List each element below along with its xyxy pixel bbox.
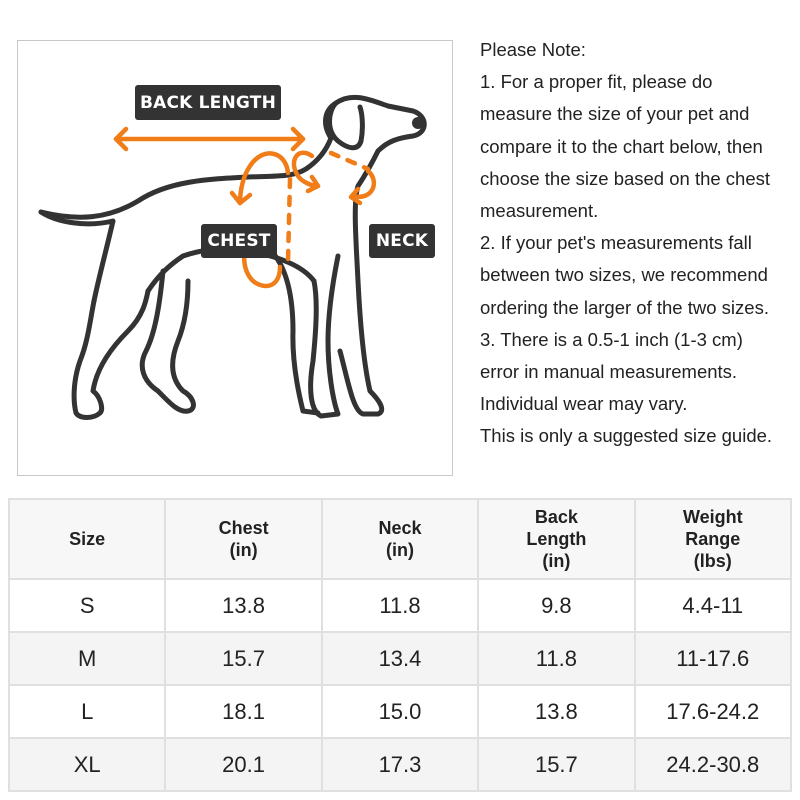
- cell-chest: 13.8: [164, 578, 323, 633]
- header-text: Back: [534, 507, 578, 527]
- cell-back-length: 9.8: [477, 578, 636, 633]
- header-weight-range: Weight Range (lbs): [633, 498, 793, 580]
- note-line: measure the size of your pet and: [480, 103, 750, 125]
- size-chart-table: Size Chest (in) Neck (in) Back Length (in) W…: [7, 498, 793, 792]
- note-line: choose the size based on the chest: [480, 167, 771, 189]
- table-header-row: Size Chest (in) Neck (in) Back Length (in) W…: [7, 498, 793, 580]
- cell-neck: 11.8: [320, 578, 480, 633]
- size-notes: Please Note: 1. For a proper fit, please…: [480, 34, 800, 453]
- header-back-length: Back Length (in): [477, 498, 636, 580]
- cell-weight-range: 24.2-30.8: [633, 737, 793, 792]
- cell-size: XL: [7, 737, 167, 792]
- cell-chest: 18.1: [164, 684, 323, 739]
- header-text: Weight: [682, 507, 743, 527]
- table-row: M 15.7 13.4 11.8 11-17.6: [7, 631, 793, 686]
- header-unit: (in): [542, 551, 571, 571]
- cell-neck: 13.4: [320, 631, 480, 686]
- header-unit: (lbs): [693, 551, 732, 571]
- header-text: Chest: [218, 518, 269, 538]
- note-line: ordering the larger of the two sizes.: [480, 296, 769, 318]
- header-unit: (in): [385, 540, 414, 560]
- table-row: S 13.8 11.8 9.8 4.4-11: [7, 578, 793, 633]
- neck-label: NECK: [369, 224, 435, 258]
- cell-size: M: [7, 631, 167, 686]
- cell-size: S: [7, 578, 167, 633]
- dog-measurement-illustration: BACK LENGTH CHEST NECK: [17, 40, 453, 476]
- note-line: Individual wear may vary.: [480, 393, 688, 415]
- cell-back-length: 13.8: [477, 684, 636, 739]
- note-line: 2. If your pet's measurements fall: [480, 232, 752, 254]
- header-text: Neck: [378, 518, 422, 538]
- table-row: L 18.1 15.0 13.8 17.6-24.2: [7, 684, 793, 739]
- note-line: between two sizes, we recommend: [480, 264, 768, 286]
- note-line: This is only a suggested size guide.: [480, 425, 773, 447]
- back-length-label: BACK LENGTH: [135, 85, 281, 120]
- header-neck: Neck (in): [320, 498, 480, 580]
- cell-size: L: [7, 684, 167, 739]
- cell-chest: 15.7: [164, 631, 323, 686]
- header-unit: (in): [229, 540, 258, 560]
- note-line: error in manual measurements.: [480, 361, 738, 383]
- note-line: 3. There is a 0.5-1 inch (1-3 cm): [480, 328, 743, 350]
- cell-weight-range: 4.4-11: [633, 578, 793, 633]
- cell-neck: 17.3: [320, 737, 480, 792]
- cell-back-length: 15.7: [477, 737, 636, 792]
- note-line: measurement.: [480, 200, 599, 222]
- table-row: XL 20.1 17.3 15.7 24.2-30.8: [7, 737, 793, 792]
- header-chest: Chest (in): [164, 498, 323, 580]
- cell-chest: 20.1: [164, 737, 323, 792]
- note-line: 1. For a proper fit, please do: [480, 71, 713, 93]
- header-text: Range: [685, 529, 741, 549]
- cell-weight-range: 17.6-24.2: [633, 684, 793, 739]
- header-text: Size: [69, 529, 106, 549]
- cell-weight-range: 11-17.6: [633, 631, 793, 686]
- header-size: Size: [7, 498, 167, 580]
- cell-back-length: 11.8: [477, 631, 636, 686]
- notes-heading: Please Note:: [480, 39, 586, 60]
- chest-label: CHEST: [201, 224, 277, 258]
- header-text: Length: [526, 529, 587, 549]
- note-line: compare it to the chart below, then: [480, 135, 763, 157]
- cell-neck: 15.0: [320, 684, 480, 739]
